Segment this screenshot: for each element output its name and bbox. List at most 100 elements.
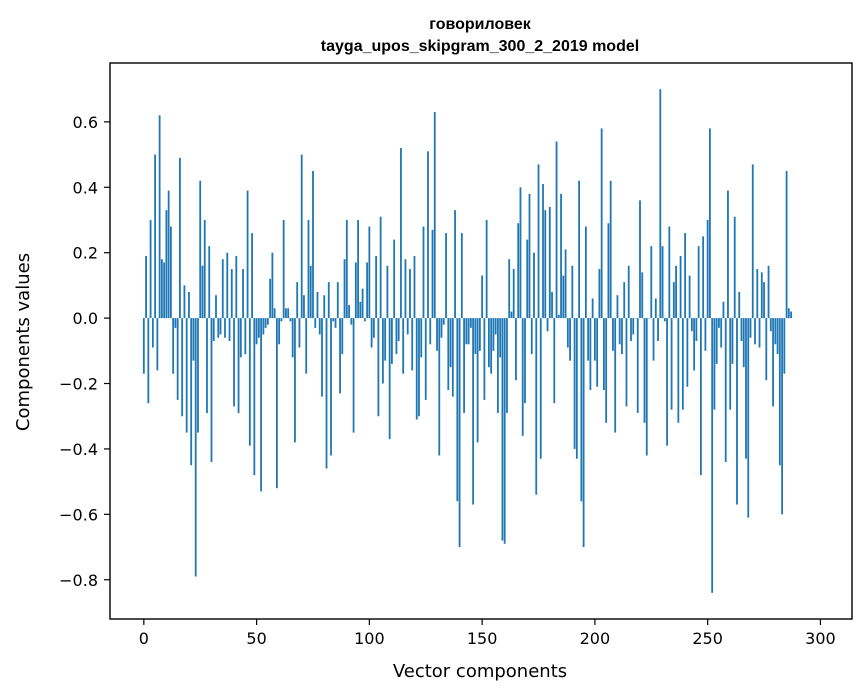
bar xyxy=(422,226,425,319)
bar xyxy=(397,318,400,341)
bar xyxy=(456,318,459,502)
bar xyxy=(575,318,578,459)
bar xyxy=(485,219,488,319)
bar xyxy=(492,318,495,351)
bar xyxy=(239,318,242,358)
bar xyxy=(758,318,761,348)
bar xyxy=(156,318,159,371)
bar xyxy=(533,252,535,319)
bar xyxy=(569,318,571,361)
bar xyxy=(774,318,777,345)
bar xyxy=(330,318,332,456)
bar xyxy=(235,255,238,319)
bar xyxy=(763,282,765,319)
bar xyxy=(332,318,335,322)
bar xyxy=(282,219,285,319)
bar xyxy=(666,318,668,446)
bar xyxy=(341,318,344,355)
bar xyxy=(503,318,506,544)
bar xyxy=(645,318,648,456)
bar xyxy=(709,128,711,319)
bar xyxy=(742,318,745,368)
bar xyxy=(402,318,405,374)
bar xyxy=(515,318,517,381)
bar xyxy=(203,219,206,319)
bar xyxy=(391,318,393,364)
bar xyxy=(246,190,249,319)
bar xyxy=(154,154,157,319)
bar xyxy=(294,318,296,443)
bar xyxy=(381,318,384,384)
bar xyxy=(731,318,734,364)
bar xyxy=(289,318,292,322)
bar xyxy=(560,193,562,319)
bar xyxy=(632,318,635,335)
bar xyxy=(303,295,305,319)
bar xyxy=(566,318,569,348)
bar xyxy=(497,318,499,413)
bar xyxy=(553,318,556,404)
bar xyxy=(641,272,644,319)
x-tick-label: 300 xyxy=(805,629,836,648)
bar xyxy=(192,318,195,361)
y-tick-label: 0.4 xyxy=(73,178,98,197)
bar xyxy=(603,318,605,391)
y-tick-label: −0.8 xyxy=(59,571,98,590)
bar xyxy=(754,318,756,345)
bar xyxy=(740,318,743,341)
bar xyxy=(713,318,716,410)
x-tick-label: 100 xyxy=(354,629,385,648)
bar xyxy=(591,298,594,319)
bar xyxy=(172,318,175,374)
bar xyxy=(765,318,768,381)
bar xyxy=(469,318,472,328)
bar xyxy=(343,259,346,319)
bar xyxy=(584,226,587,319)
bar xyxy=(668,226,671,319)
bar xyxy=(185,318,188,433)
bar xyxy=(190,318,193,466)
bar xyxy=(702,236,705,319)
bar xyxy=(248,318,251,446)
bar xyxy=(266,318,269,325)
bar xyxy=(654,298,657,319)
bar xyxy=(582,318,585,548)
bar xyxy=(706,219,709,319)
bar xyxy=(787,308,790,319)
bar xyxy=(686,318,689,387)
bar xyxy=(659,89,662,319)
bar xyxy=(309,265,312,319)
bar xyxy=(785,170,788,319)
bar xyxy=(736,318,738,505)
bar xyxy=(275,318,278,489)
bar xyxy=(363,318,366,322)
bar xyxy=(690,318,693,332)
bar xyxy=(695,318,698,341)
bar xyxy=(478,318,481,351)
bar xyxy=(314,318,317,328)
bar xyxy=(580,318,583,502)
bar xyxy=(643,318,646,423)
bar xyxy=(163,262,166,319)
y-tick-label: −0.4 xyxy=(59,440,98,459)
bar xyxy=(257,318,260,338)
bar xyxy=(424,318,427,400)
bar xyxy=(169,226,172,319)
bar xyxy=(433,112,436,319)
bar xyxy=(460,233,463,319)
bar xyxy=(181,318,184,417)
x-tick-label: 150 xyxy=(467,629,498,648)
bar xyxy=(334,318,337,328)
bar xyxy=(472,318,475,505)
bar xyxy=(406,318,409,335)
bar xyxy=(596,318,599,387)
bar xyxy=(357,219,359,319)
ticks-layer: 0 50 100 150 200 250 300 −0.8 −0.6 −0.4 −0.2 0.0 0.2… xyxy=(59,113,836,648)
bar xyxy=(224,318,226,338)
bar xyxy=(427,151,429,319)
bar xyxy=(348,305,350,319)
bar xyxy=(670,318,673,410)
bar xyxy=(490,318,493,374)
bar xyxy=(760,272,763,319)
bar xyxy=(783,318,786,374)
